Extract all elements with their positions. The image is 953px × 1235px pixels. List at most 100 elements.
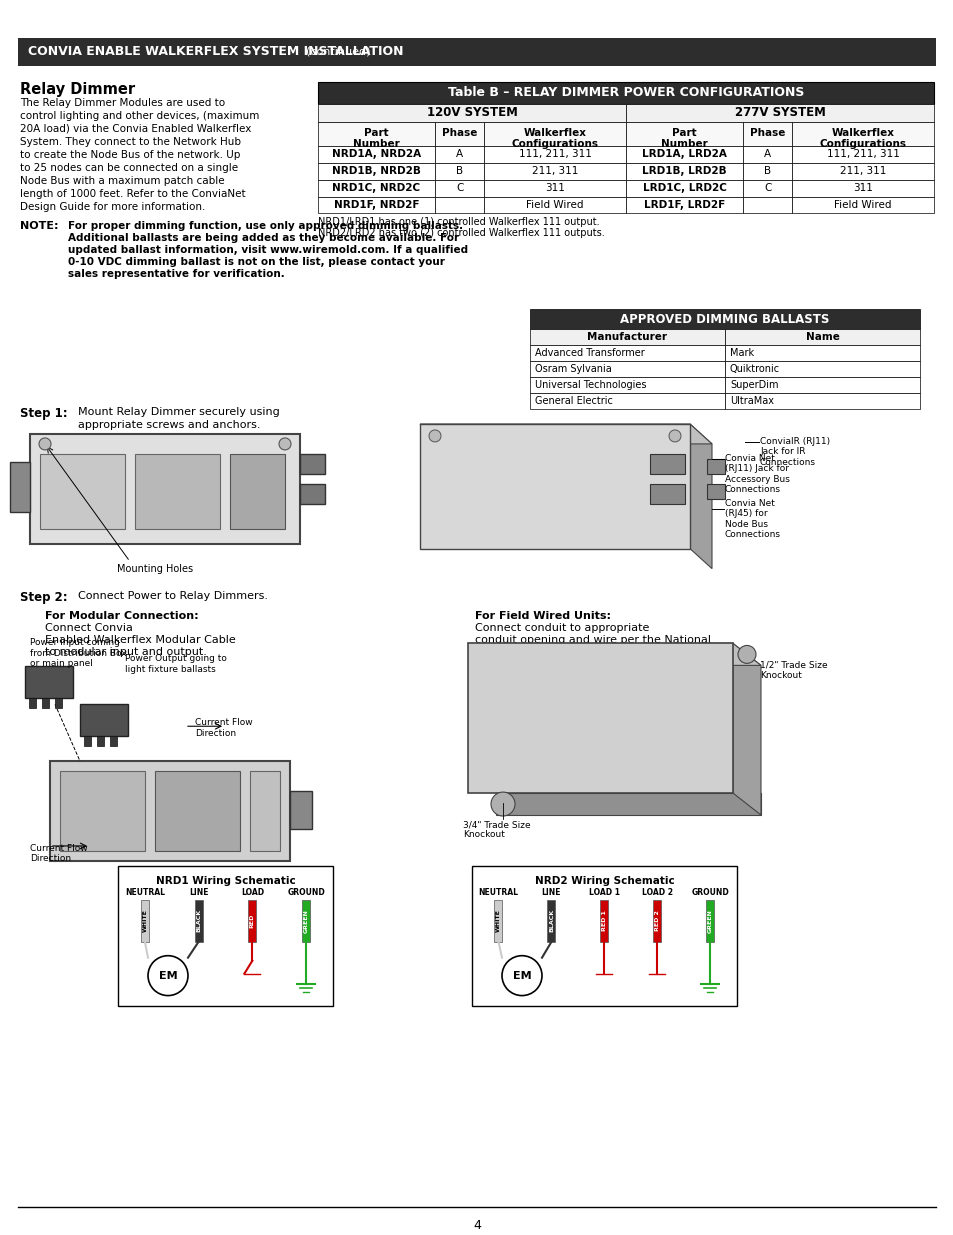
Text: Table B – RELAY DIMMER POWER CONFIGURATIONS: Table B – RELAY DIMMER POWER CONFIGURATI… bbox=[447, 86, 803, 99]
Text: General Electric: General Electric bbox=[535, 396, 612, 406]
Bar bbox=[724, 393, 919, 409]
Bar bbox=[484, 146, 625, 163]
Text: 120V SYSTEM: 120V SYSTEM bbox=[426, 106, 517, 120]
Bar bbox=[724, 377, 919, 393]
Text: LOAD 1: LOAD 1 bbox=[588, 888, 619, 897]
Circle shape bbox=[491, 792, 515, 816]
Text: Universal Technologies: Universal Technologies bbox=[535, 380, 646, 390]
Text: Node Bus with a maximum patch cable: Node Bus with a maximum patch cable bbox=[20, 175, 224, 185]
Bar bbox=[435, 122, 484, 146]
Text: Power input coming
from Distribution Box
or main panel: Power input coming from Distribution Box… bbox=[30, 638, 127, 668]
Text: NOTE:: NOTE: bbox=[20, 221, 58, 231]
Bar bbox=[299, 484, 325, 504]
Text: Name: Name bbox=[804, 332, 839, 342]
Bar bbox=[50, 761, 290, 861]
Text: B: B bbox=[763, 165, 770, 177]
Bar bbox=[18, 38, 935, 65]
Text: C: C bbox=[456, 183, 463, 193]
Bar bbox=[742, 146, 792, 163]
Bar bbox=[792, 122, 933, 146]
Text: NRD1C, NRD2C: NRD1C, NRD2C bbox=[332, 183, 420, 193]
Text: Electric Code. (See Wiring Schematic below: Electric Code. (See Wiring Schematic bel… bbox=[475, 647, 718, 657]
Bar bbox=[250, 771, 280, 851]
Text: NEUTRAL: NEUTRAL bbox=[125, 888, 165, 897]
Circle shape bbox=[148, 956, 188, 995]
Text: Number: Number bbox=[353, 138, 399, 148]
Bar bbox=[141, 900, 149, 942]
Text: WHITE: WHITE bbox=[142, 909, 147, 932]
Text: or on product label for connections.: or on product label for connections. bbox=[475, 659, 673, 669]
Text: LINE: LINE bbox=[541, 888, 560, 897]
Text: Phase: Phase bbox=[749, 127, 784, 137]
Text: LOAD: LOAD bbox=[240, 888, 264, 897]
Bar bbox=[97, 736, 104, 746]
Text: Mark: Mark bbox=[729, 348, 753, 358]
Text: RED: RED bbox=[250, 914, 254, 927]
Circle shape bbox=[668, 430, 680, 442]
Bar bbox=[154, 771, 240, 851]
Text: Part: Part bbox=[364, 127, 389, 137]
Bar bbox=[792, 146, 933, 163]
Bar bbox=[484, 196, 625, 214]
Text: conduit opening and wire per the National: conduit opening and wire per the Nationa… bbox=[475, 636, 710, 646]
Text: The Relay Dimmer Modules are used to: The Relay Dimmer Modules are used to bbox=[20, 98, 225, 107]
Circle shape bbox=[39, 438, 51, 450]
Polygon shape bbox=[732, 643, 760, 815]
Text: Mount Relay Dimmer securely using: Mount Relay Dimmer securely using bbox=[78, 408, 279, 417]
Text: NRD1F, NRD2F: NRD1F, NRD2F bbox=[334, 200, 418, 210]
Text: RED 2: RED 2 bbox=[655, 910, 659, 931]
Bar bbox=[724, 345, 919, 361]
Text: Field Wired: Field Wired bbox=[834, 200, 891, 210]
Text: CONVIA ENABLE WALKERFLEX SYSTEM INSTALLATION: CONVIA ENABLE WALKERFLEX SYSTEM INSTALLA… bbox=[28, 46, 403, 58]
Bar bbox=[530, 330, 724, 345]
Text: Walkerflex: Walkerflex bbox=[523, 127, 586, 137]
Text: sales representative for verification.: sales representative for verification. bbox=[68, 269, 284, 279]
Bar bbox=[742, 163, 792, 179]
Circle shape bbox=[738, 646, 755, 663]
Bar bbox=[317, 122, 435, 146]
Bar bbox=[530, 377, 724, 393]
Text: 311: 311 bbox=[852, 183, 872, 193]
Polygon shape bbox=[468, 643, 760, 666]
Bar bbox=[484, 163, 625, 179]
Bar bbox=[110, 736, 117, 746]
Text: to modular input and output.: to modular input and output. bbox=[45, 647, 207, 657]
Text: Convia Net
(RJ45) for
Node Bus
Connections: Convia Net (RJ45) for Node Bus Connectio… bbox=[724, 499, 781, 538]
Text: EM: EM bbox=[158, 971, 177, 981]
Polygon shape bbox=[419, 424, 711, 443]
Text: LRD1A, LRD2A: LRD1A, LRD2A bbox=[641, 149, 726, 159]
Text: LINE: LINE bbox=[189, 888, 208, 897]
Text: Current Flow
Direction: Current Flow Direction bbox=[194, 719, 253, 737]
Text: 3/4" Trade Size
Knockout: 3/4" Trade Size Knockout bbox=[462, 820, 530, 840]
Bar bbox=[653, 900, 660, 942]
Text: Step 1:: Step 1: bbox=[20, 408, 68, 420]
Bar bbox=[29, 698, 36, 709]
Text: RED 1: RED 1 bbox=[601, 910, 606, 931]
Text: WHITE: WHITE bbox=[496, 909, 500, 932]
Text: Manufacturer: Manufacturer bbox=[587, 332, 667, 342]
Bar bbox=[317, 146, 435, 163]
Bar bbox=[724, 361, 919, 377]
Bar bbox=[194, 900, 202, 942]
Bar bbox=[706, 484, 724, 499]
Bar bbox=[724, 330, 919, 345]
Text: EM: EM bbox=[512, 971, 531, 981]
Text: A: A bbox=[763, 149, 770, 159]
Text: A: A bbox=[456, 149, 463, 159]
Text: Configurations: Configurations bbox=[819, 138, 905, 148]
Text: 277V SYSTEM: 277V SYSTEM bbox=[734, 106, 824, 120]
Bar bbox=[40, 454, 125, 529]
Text: 4: 4 bbox=[473, 1219, 480, 1233]
Bar bbox=[317, 196, 435, 214]
Text: 211, 311: 211, 311 bbox=[839, 165, 885, 177]
Text: 111, 211, 311: 111, 211, 311 bbox=[826, 149, 899, 159]
Text: For Modular Connection:: For Modular Connection: bbox=[45, 610, 198, 620]
Bar bbox=[248, 900, 256, 942]
Text: UltraMax: UltraMax bbox=[729, 396, 773, 406]
Bar bbox=[135, 454, 220, 529]
Bar bbox=[530, 361, 724, 377]
Bar bbox=[302, 900, 310, 942]
Bar bbox=[530, 345, 724, 361]
Text: LRD1F, LRD2F: LRD1F, LRD2F bbox=[643, 200, 724, 210]
Bar bbox=[625, 122, 742, 146]
